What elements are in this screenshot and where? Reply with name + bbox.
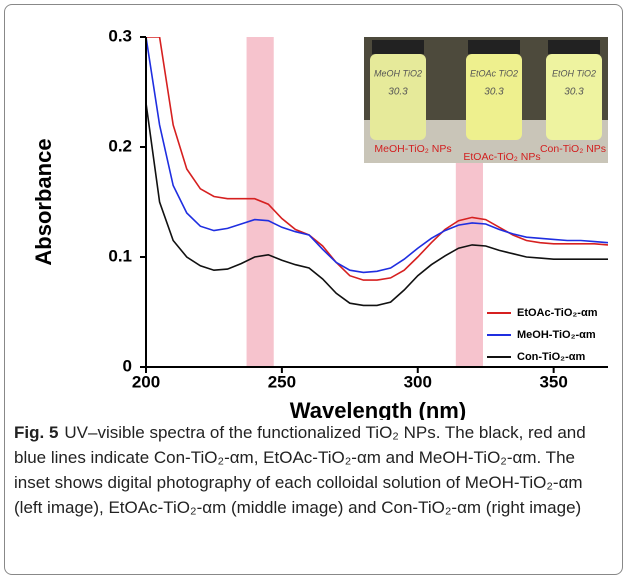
chart: MeOH TiO2 30.3 EtOAc TiO2 30.3 EtOH TiO2 30.3…	[31, 26, 608, 420]
series-line	[146, 37, 608, 281]
x-tick-label: 300	[404, 372, 432, 391]
figure-frame	[4, 4, 623, 575]
series-line	[146, 37, 608, 274]
y-tick-label: 0.3	[108, 26, 132, 45]
x-axis-title: Wavelength (nm)	[290, 398, 466, 420]
vial-number: 30.3	[564, 87, 584, 98]
vial	[370, 40, 426, 140]
y-tick-label: 0	[123, 356, 132, 375]
highlight-band	[246, 37, 274, 367]
x-tick-label: 250	[268, 372, 296, 391]
legend-label: Con-TiO₂-αm	[517, 351, 585, 363]
caption: Fig. 5 UV–visible spectra of the function…	[14, 420, 614, 520]
vial-label: MeOH TiO2	[374, 68, 422, 78]
inset-photo: MeOH TiO2 30.3 EtOAc TiO2 30.3 EtOH TiO2 30.3…	[364, 37, 608, 163]
series-line	[146, 102, 608, 307]
y-tick-label: 0.1	[108, 246, 132, 265]
legend-label: MeOH-TiO₂-αm	[517, 329, 596, 341]
caption-text: UV–visible spectra of the functionalized…	[14, 423, 586, 517]
y-axis-title: Absorbance	[31, 138, 56, 265]
inset-caption: MeOH-TiO₂ NPs	[374, 143, 451, 155]
vial-label: EtOAc TiO2	[470, 68, 518, 78]
inset-caption: EtOAc-TiO₂ NPs	[463, 151, 540, 163]
x-tick-label: 200	[132, 372, 160, 391]
vial-number: 30.3	[388, 87, 408, 98]
caption-label: Fig. 5	[14, 423, 59, 442]
legend-label: EtOAc-TiO₂-αm	[517, 307, 598, 319]
y-tick-label: 0.2	[108, 136, 132, 155]
vial-label: EtOH TiO2	[552, 68, 596, 78]
vial-number: 30.3	[484, 87, 504, 98]
x-tick-label: 350	[539, 372, 567, 391]
vial	[466, 40, 522, 140]
inset-caption: Con-TiO₂ NPs	[540, 143, 606, 155]
vial	[546, 40, 602, 140]
